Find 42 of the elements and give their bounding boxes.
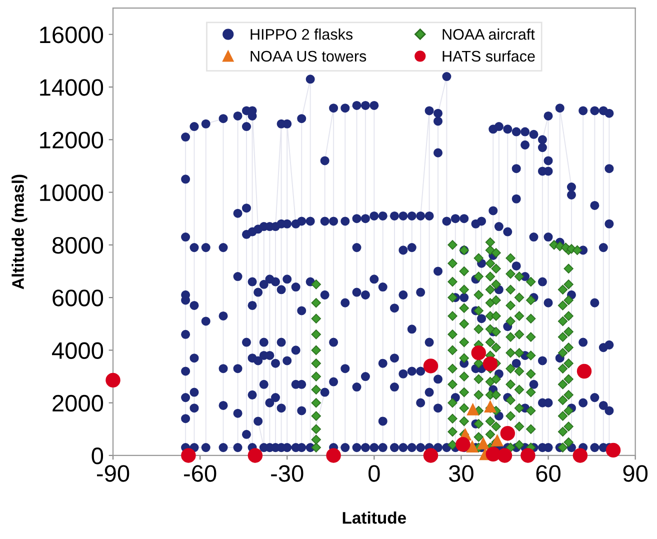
point (466, 403, 479, 416)
point (520, 448, 536, 463)
point (477, 437, 490, 450)
point (500, 426, 516, 441)
point (423, 358, 438, 374)
point (497, 448, 512, 463)
x-tick-label: -60 (184, 465, 216, 482)
y-tick-label: 14000 (40, 79, 104, 96)
legend-label: HATS surface (442, 50, 535, 62)
point (456, 437, 470, 452)
point (326, 448, 341, 463)
x-tick-label: 30 (448, 465, 474, 482)
y-tick-label: 10000 (40, 184, 104, 202)
point (484, 400, 496, 412)
y-tick-label: 6000 (52, 290, 104, 306)
x-axis-title: Latitude (342, 511, 406, 524)
point (181, 448, 196, 463)
x-tick-label: 0 (368, 465, 380, 482)
point (572, 448, 588, 463)
y-tick-label: 12000 (40, 132, 104, 148)
legend-label: NOAA aircraft (442, 28, 535, 40)
y-tick-label: 4000 (52, 342, 104, 359)
point (466, 440, 478, 452)
y-tick-label: 16000 (40, 26, 104, 44)
point (482, 356, 498, 372)
y-tick-label: 2000 (52, 394, 104, 412)
point (248, 448, 263, 463)
x-tick-label: 60 (536, 465, 560, 482)
y-tick-label: 8000 (52, 236, 104, 254)
legend-label: NOAA US towers (250, 50, 366, 62)
point (423, 448, 438, 463)
x-tick-label: -30 (271, 465, 304, 482)
y-axis-title: Altitude (masl) (12, 174, 28, 290)
x-tick-label: 90 (623, 465, 648, 482)
point (471, 345, 486, 360)
point (606, 442, 621, 458)
point (491, 434, 504, 446)
x-tick-label: -90 (96, 465, 130, 482)
point (106, 372, 120, 388)
legend-label: HIPPO 2 flasks (250, 28, 353, 40)
point (576, 364, 592, 379)
y-tick-label: 0 (92, 448, 104, 464)
